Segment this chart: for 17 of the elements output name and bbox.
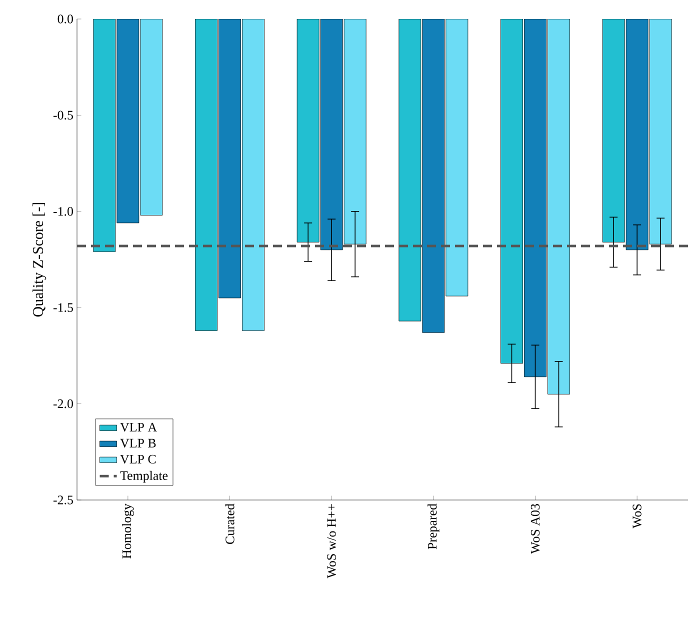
legend-label: VLP B	[120, 438, 156, 448]
y-tick-label: -0.5	[53, 110, 73, 120]
x-tick-label: WoS A03	[530, 504, 540, 554]
y-tick-label: -2.0	[53, 399, 73, 408]
y-tick-label: 0.0	[58, 14, 73, 24]
y-tick-label: -1.0	[53, 207, 73, 216]
x-tick-label: Homology	[122, 504, 134, 559]
x-tick-label: WoS w/o H++	[327, 504, 336, 578]
x-tick-label: WoS	[632, 504, 642, 528]
legend-label: VLP A	[120, 422, 157, 432]
y-tick-label: -2.5	[53, 496, 73, 504]
x-tick-label: Curated	[225, 504, 234, 544]
legend-label: Template	[120, 470, 168, 483]
x-tick-label: Prepared	[428, 504, 440, 550]
y-tick-label: -1.5	[53, 303, 73, 312]
legend-label: VLP C	[120, 454, 156, 464]
y-axis-title: Quality Z-Score [-]	[32, 202, 46, 317]
